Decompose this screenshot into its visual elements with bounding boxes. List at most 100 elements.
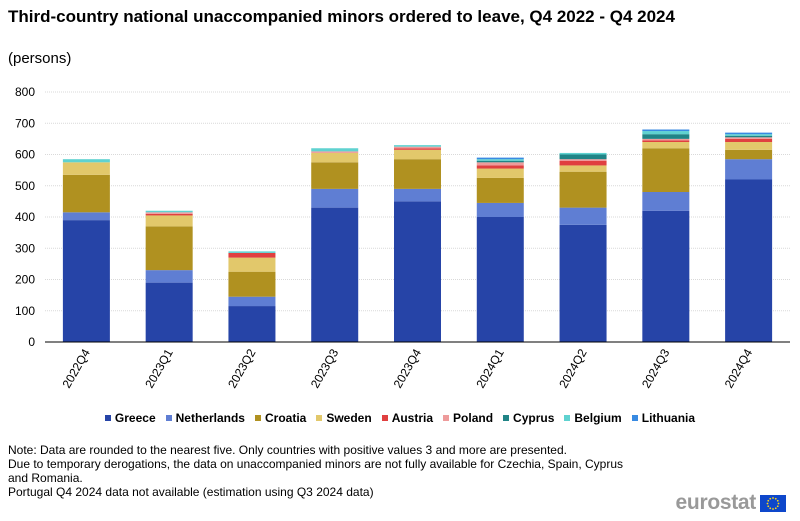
note-line: Portugal Q4 2024 data not available (est…	[8, 485, 374, 499]
chart-legend: Greece Netherlands Croatia Sweden Austria Pol…	[0, 411, 800, 425]
x-tick-label: 2024Q1	[473, 346, 507, 390]
x-tick-label: 2024Q4	[722, 346, 756, 390]
bar-segment	[642, 142, 690, 149]
legend-swatch	[165, 414, 172, 421]
x-tick-label: 2023Q1	[142, 346, 176, 390]
footnotes: Note: Data are rounded to the nearest fi…	[8, 443, 708, 499]
bar-segment	[476, 165, 524, 169]
bar-segment	[62, 212, 110, 221]
bar-segment	[725, 179, 773, 342]
legend-label: Sweden	[326, 411, 372, 425]
bar-segment	[394, 159, 441, 189]
bar-segment	[559, 160, 607, 166]
bar-segment	[228, 257, 276, 272]
bar-segment	[559, 152, 607, 155]
bar-segment	[145, 210, 193, 213]
bar-segment	[62, 162, 110, 175]
legend-item: Belgium	[564, 411, 622, 425]
bar-segment	[394, 146, 441, 149]
y-tick-label: 800	[15, 85, 35, 99]
note-line: Note: Data are rounded to the nearest fi…	[8, 443, 567, 457]
legend-label: Belgium	[574, 411, 622, 425]
x-tick-label: 2024Q2	[556, 346, 590, 390]
bar-segment	[642, 140, 690, 142]
y-tick-label: 300	[15, 241, 35, 255]
y-tick-label: 400	[15, 210, 35, 224]
bar-segment	[559, 171, 607, 208]
bar-segment	[476, 160, 524, 163]
brand-name: eurostat	[675, 491, 757, 514]
bar-segment	[62, 159, 110, 163]
bar-segment	[145, 226, 193, 271]
bar-segment	[642, 138, 690, 141]
bar-segment	[145, 270, 193, 283]
legend-label: Cyprus	[513, 411, 555, 425]
legend-swatch	[254, 414, 261, 421]
bar-segment	[62, 220, 110, 342]
bar-segment	[394, 149, 441, 160]
bar-segment	[725, 138, 773, 142]
bar-segment	[394, 145, 441, 147]
y-tick-label: 0	[28, 335, 35, 349]
bar-segment	[476, 177, 524, 203]
bar-segment	[228, 296, 276, 307]
bar-segment	[559, 159, 607, 161]
legend-label: Lithuania	[641, 411, 696, 425]
bar-segment	[642, 210, 690, 342]
bar-segment	[394, 188, 441, 202]
bar-segment	[725, 142, 773, 150]
legend-label: Austria	[391, 411, 434, 425]
y-tick-label: 500	[15, 179, 35, 193]
bar-segment	[311, 188, 359, 208]
bar-segment	[228, 306, 276, 342]
bar-segment	[476, 217, 524, 342]
bar-segment	[559, 207, 607, 225]
x-tick-label: 2024Q3	[639, 346, 673, 390]
bar-segment	[725, 137, 773, 139]
bar-segment	[559, 224, 607, 342]
legend-item: Greece	[104, 411, 156, 425]
bar-segment	[311, 151, 359, 153]
legend-label: Netherlands	[175, 411, 245, 425]
legend-label: Greece	[114, 411, 156, 425]
legend-item: Poland	[443, 411, 493, 425]
chart-title: Third-country national unaccompanied min…	[8, 7, 675, 26]
bar-segment	[311, 148, 359, 152]
bar-segment	[725, 132, 773, 135]
bar-segment	[476, 162, 524, 166]
bar-segment	[476, 157, 524, 160]
bar-segment	[62, 174, 110, 213]
legend-item: Sweden	[316, 411, 372, 425]
bar-segment	[228, 271, 276, 297]
bar-segment	[394, 201, 441, 342]
y-tick-label: 700	[15, 116, 35, 130]
legend-label: Poland	[453, 411, 494, 425]
eu-flag-icon	[760, 494, 786, 512]
bar-segment	[145, 213, 193, 216]
legend-item: Netherlands	[165, 411, 245, 425]
y-tick-label: 600	[15, 148, 35, 162]
bar-segment	[642, 129, 690, 132]
x-tick-label: 2023Q4	[391, 346, 425, 390]
legend-item: Austria	[381, 411, 434, 425]
legend-swatch	[104, 414, 111, 421]
x-tick-label: 2022Q4	[60, 346, 94, 390]
bar-segment	[311, 207, 359, 342]
y-tick-label: 200	[15, 273, 35, 287]
bar-segment	[725, 134, 773, 136]
bar-segment	[145, 212, 193, 214]
bar-segment	[476, 202, 524, 217]
bar-segment	[145, 215, 193, 227]
bar-segment	[228, 252, 276, 258]
bar-segment	[642, 134, 690, 139]
bar-segment	[642, 148, 690, 192]
y-tick-label: 100	[15, 304, 35, 318]
legend-swatch	[443, 414, 450, 421]
bar-segment	[228, 251, 276, 253]
bar-segment	[476, 168, 524, 178]
bar-segment	[725, 159, 773, 180]
legend-swatch	[381, 414, 388, 421]
x-tick-label: 2023Q2	[225, 346, 259, 390]
legend-swatch	[316, 414, 323, 421]
x-tick-label: 2023Q3	[308, 346, 342, 390]
